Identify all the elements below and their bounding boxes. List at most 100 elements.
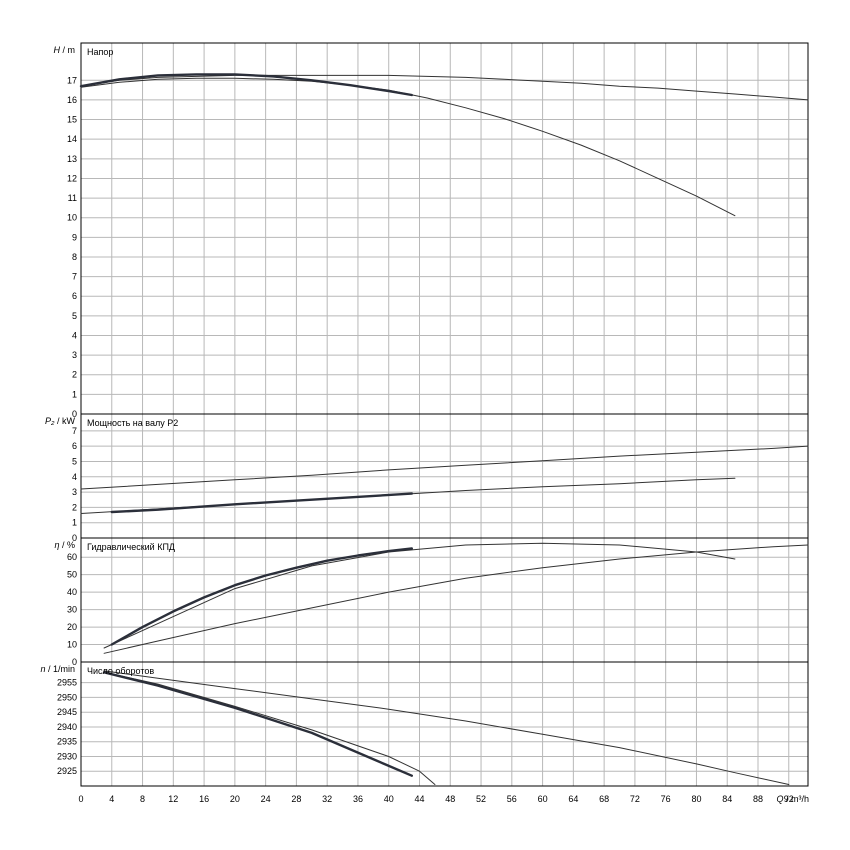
x-tick-label: 24 (261, 794, 271, 804)
head-ytick-label: 6 (72, 291, 77, 301)
head-ytick-label: 10 (67, 213, 77, 223)
x-tick-label: 68 (599, 794, 609, 804)
power-panel-title: Мощность на валу P2 (87, 418, 178, 428)
x-tick-label: 76 (661, 794, 671, 804)
x-tick-label: 4 (109, 794, 114, 804)
power-ytick-label: 0 (72, 533, 77, 543)
x-tick-label: 72 (630, 794, 640, 804)
x-tick-label: 48 (445, 794, 455, 804)
speed-ytick-label: 2935 (57, 737, 77, 747)
power-ylabel: P₂ / kW (45, 416, 75, 426)
power-ytick-label: 2 (72, 502, 77, 512)
x-tick-label: 52 (476, 794, 486, 804)
head-ytick-label: 15 (67, 115, 77, 125)
speed-series-line-2 (103, 671, 436, 785)
efficiency-series-line-3 (110, 547, 413, 646)
efficiency-series-line-2 (103, 542, 736, 649)
head-ytick-label: 9 (72, 232, 77, 242)
head-ytick-label: 12 (67, 173, 77, 183)
head-series-line-1 (80, 74, 809, 101)
power-panel: 0 1 2 3 4 5 6 7 Мощность на валу P2 P₂ / kW (45, 413, 809, 543)
head-ytick-label: 0 (72, 409, 77, 419)
power-ytick-label: 7 (72, 426, 77, 436)
x-axis-label: Q / m³/h (776, 794, 809, 804)
speed-ytick-label: 2945 (57, 707, 77, 717)
efficiency-ylabel-separator: / (59, 540, 67, 550)
head-frame (80, 42, 809, 415)
x-tick-label: 32 (322, 794, 332, 804)
efficiency-frame (80, 537, 809, 663)
power-ytick-label: 3 (72, 487, 77, 497)
head-ytick-label: 11 (68, 193, 77, 203)
head-panel-title: Напор (87, 47, 113, 57)
speed-panel: 2925 2930 2935 2940 2945 2950 2955 Число оборот… (40, 661, 809, 787)
x-axis-label-separator: / (783, 794, 791, 804)
efficiency-ytick-label: 0 (72, 657, 77, 667)
head-ytick-label: 13 (67, 154, 77, 164)
head-ytick-label: 8 (72, 252, 77, 262)
power-ytick-label: 4 (72, 472, 77, 482)
x-tick-label: 8 (140, 794, 145, 804)
head-ytick-label: 2 (72, 370, 77, 380)
efficiency-ytick-label: 60 (67, 552, 77, 562)
efficiency-ytick-label: 50 (67, 570, 77, 580)
power-ytick-label: 1 (72, 518, 77, 528)
efficiency-series-line-1 (103, 544, 809, 654)
x-tick-label: 80 (691, 794, 701, 804)
x-tick-label: 0 (78, 794, 83, 804)
speed-ytick-label: 2955 (57, 678, 77, 688)
speed-ytick-label: 2940 (57, 722, 77, 732)
head-ytick-label: 1 (72, 389, 77, 399)
power-frame (80, 413, 809, 539)
head-ytick-label: 3 (72, 350, 77, 360)
x-tick-label: 84 (722, 794, 732, 804)
head-series-line-2 (80, 77, 736, 217)
speed-ytick-label: 2930 (57, 751, 77, 761)
power-ytick-label: 6 (72, 441, 77, 451)
x-tick-label: 28 (291, 794, 301, 804)
x-tick-label: 60 (538, 794, 548, 804)
x-tick-label: 12 (168, 794, 178, 804)
head-ytick-label: 5 (72, 311, 77, 321)
head-ylabel-unit: m (68, 45, 76, 55)
head-series-line-3 (79, 73, 413, 97)
efficiency-ytick-label: 10 (67, 640, 77, 650)
power-series-line-3 (110, 492, 413, 514)
efficiency-ytick-label: 30 (67, 605, 77, 615)
x-axis-label-symbol: Q (776, 794, 783, 804)
x-tick-label: 20 (230, 794, 240, 804)
speed-frame (80, 661, 809, 787)
power-ylabel-separator: / (54, 416, 62, 426)
x-tick-label: 64 (568, 794, 578, 804)
head-ylabel-separator: / (60, 45, 68, 55)
x-tick-label: 36 (353, 794, 363, 804)
speed-ytick-label: 2950 (57, 692, 77, 702)
efficiency-panel: 0 10 20 30 40 50 60 Гидравлический КПД η / % (54, 537, 809, 667)
x-tick-label: 40 (384, 794, 394, 804)
efficiency-ylabel-symbol: η (54, 540, 59, 550)
head-ytick-label: 4 (72, 330, 77, 340)
power-ylabel-unit: kW (62, 416, 76, 426)
efficiency-ytick-label: 40 (67, 587, 77, 597)
power-ytick-label: 5 (72, 456, 77, 466)
x-tick-label: 88 (753, 794, 763, 804)
speed-series-line-3 (102, 671, 413, 777)
head-ytick-label: 7 (72, 272, 77, 282)
x-tick-label: 16 (199, 794, 209, 804)
speed-panel-title: Число оборотов (87, 666, 154, 676)
head-ylabel: H / m (53, 45, 75, 55)
x-tick-label: 44 (414, 794, 424, 804)
x-tick-label: 92 (784, 794, 794, 804)
speed-series-line-1 (103, 670, 790, 785)
power-ylabel-symbol: P₂ (45, 416, 55, 426)
power-series-line-1 (80, 445, 809, 490)
efficiency-ylabel-unit: % (67, 540, 75, 550)
head-ytick-label: 16 (67, 95, 77, 105)
speed-ylabel-separator: / (45, 664, 53, 674)
speed-ytick-label: 2925 (57, 766, 77, 776)
speed-ylabel-symbol: n (40, 664, 45, 674)
speed-ylabel-unit: 1/min (53, 664, 75, 674)
efficiency-ytick-label: 20 (67, 622, 77, 632)
